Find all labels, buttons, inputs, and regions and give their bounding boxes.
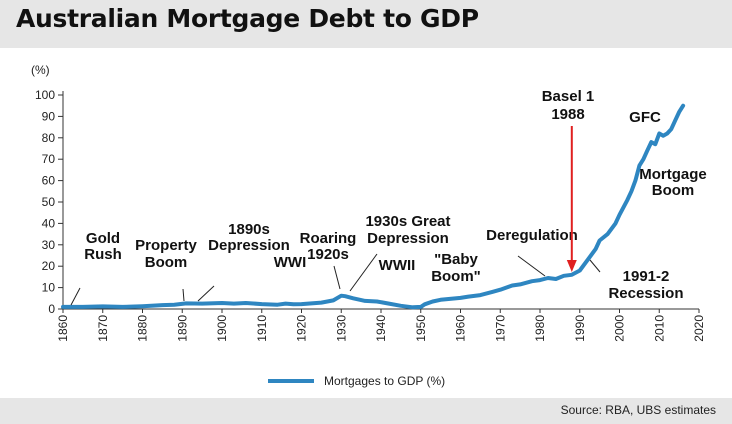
x-tick-label: 1990	[573, 315, 587, 342]
annotation-label: Mortgage Boom	[639, 166, 707, 199]
basel-arrow-head	[566, 260, 577, 272]
annotation-leader-line	[517, 255, 546, 277]
x-tick-label: 2000	[613, 315, 627, 342]
annotation-label: GFC	[629, 109, 661, 126]
annotation-label: WWI	[274, 254, 306, 271]
legend-label: Mortgages to GDP (%)	[324, 374, 445, 388]
y-tick-label: 100	[35, 88, 55, 102]
annotation-leader-line	[182, 288, 185, 302]
x-tick-label: 1940	[374, 315, 388, 342]
annotation-label: "Baby Boom"	[431, 251, 481, 285]
y-tick-label: 70	[42, 152, 56, 166]
annotation-line: Boom	[145, 254, 188, 271]
annotation-leader-line	[197, 285, 215, 302]
y-tick-label: 40	[42, 216, 56, 230]
annotation-line: Rush	[84, 246, 122, 263]
annotation-line: Deregulation	[486, 227, 578, 244]
x-tick-label: 2010	[652, 315, 666, 342]
annotation-line: WWII	[379, 257, 416, 274]
y-tick-label: 90	[42, 109, 56, 123]
annotation-label: WWII	[379, 257, 416, 274]
annotation-line: 1890s	[228, 221, 270, 238]
annotation-label: Deregulation	[486, 227, 578, 244]
annotation-line: Roaring	[300, 230, 357, 247]
annotation-line: 1988	[551, 106, 584, 123]
annotation-label: Gold Rush	[84, 230, 122, 263]
annotation-label: Basel 1 1988	[542, 88, 595, 123]
line-chart: (%) 0 10 20 30 40 50 60 70 80 90 100 1860 1870 1880 189…	[31, 63, 707, 388]
series-line	[61, 103, 686, 310]
chart-title: Australian Mortgage Debt to GDP	[16, 4, 479, 33]
title-bar: Australian Mortgage Debt to GDP	[0, 0, 732, 48]
y-tick-label: 30	[42, 238, 56, 252]
annotation-line: 1930s Great	[365, 213, 450, 230]
annotation-line: Basel 1	[542, 88, 595, 105]
x-tick-label: 2020	[692, 315, 706, 342]
y-tick-label: 20	[42, 259, 56, 273]
annotation-line: Depression	[208, 237, 290, 254]
x-tick-label: 1920	[295, 315, 309, 342]
annotation-line: Recession	[608, 285, 683, 302]
source-bar: Source: RBA, UBS estimates	[0, 398, 732, 424]
source-note: Source: RBA, UBS estimates	[560, 403, 716, 417]
annotation-label: 1991-2 Recession	[608, 268, 683, 302]
annotation-label: Property Boom	[135, 237, 197, 271]
annotation-line: Boom	[652, 182, 695, 199]
x-tick-label: 1890	[175, 315, 189, 342]
x-tick-label: 1860	[56, 315, 70, 342]
annotation-leader-line	[333, 265, 341, 290]
annotation-line: Depression	[367, 230, 449, 247]
x-tick-label: 1910	[255, 315, 269, 342]
x-tick-label: 1900	[215, 315, 229, 342]
annotation-label: 1890s Depression	[208, 221, 290, 254]
annotation-line: 1920s	[307, 246, 349, 263]
annotation-label: 1930s Great Depression	[365, 213, 450, 247]
annotation-leader-line	[589, 259, 601, 273]
y-tick-label: 60	[42, 174, 56, 188]
y-axis-label: (%)	[31, 63, 50, 77]
x-tick-label: 1980	[533, 315, 547, 342]
x-tick-label: 1870	[96, 315, 110, 342]
y-tick-label: 50	[42, 195, 56, 209]
y-tick-label: 0	[48, 302, 55, 316]
x-tick-label: 1880	[136, 315, 150, 342]
annotation-label: Roaring 1920s	[300, 230, 357, 263]
annotation-leader-line	[349, 253, 378, 292]
annotation-line: WWI	[274, 254, 306, 271]
annotation-line: Property	[135, 237, 197, 254]
y-tick-label: 80	[42, 131, 56, 145]
x-tick-label: 1960	[454, 315, 468, 342]
annotation-leader-line	[70, 287, 81, 306]
annotation-line: Mortgage	[639, 166, 707, 183]
annotation-line: GFC	[629, 109, 661, 126]
x-tick-label: 1950	[414, 315, 428, 342]
annotation-line: Boom"	[431, 268, 481, 285]
x-tick-label: 1930	[334, 315, 348, 342]
y-tick-label: 10	[42, 281, 56, 295]
annotation-line: 1991-2	[623, 268, 670, 285]
x-tick-label: 1970	[493, 315, 507, 342]
annotation-line: Gold	[86, 230, 120, 247]
annotation-line: "Baby	[434, 251, 478, 268]
